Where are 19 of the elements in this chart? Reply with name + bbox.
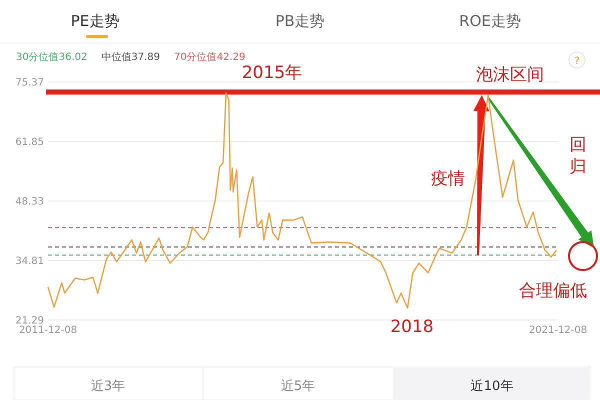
annotation: 泡沫区间 [476,65,544,85]
y-tick-label: 21.29 [15,316,44,326]
x-tick-label: 2021-12-08 [528,325,588,336]
y-tick-label: 75.37 [15,78,44,88]
x-tick-label: 2011-12-08 [18,325,78,336]
annotation: 2018 [390,317,434,337]
y-tick-label: 48.33 [15,196,44,208]
text: 回归 [570,135,586,177]
y-tick-label: 34.81 [15,256,44,267]
annotation: 合理偏低 [519,281,587,301]
ref-line-label: 70分位值42.29 [174,51,246,63]
y-tick-label: 61.85 [15,137,44,148]
ref-line-label: 30分位值36.02 [16,51,88,63]
range-buttons: 近3年 近5年 近10年 [14,366,590,400]
tabs: PE走势 PB走势 ROE走势 [70,12,521,30]
annotation: 疫情 [431,169,465,189]
annotation: 2015年 [242,63,302,83]
ref-line-label: 中位值37.89 [101,51,160,63]
text: ? [574,56,580,67]
